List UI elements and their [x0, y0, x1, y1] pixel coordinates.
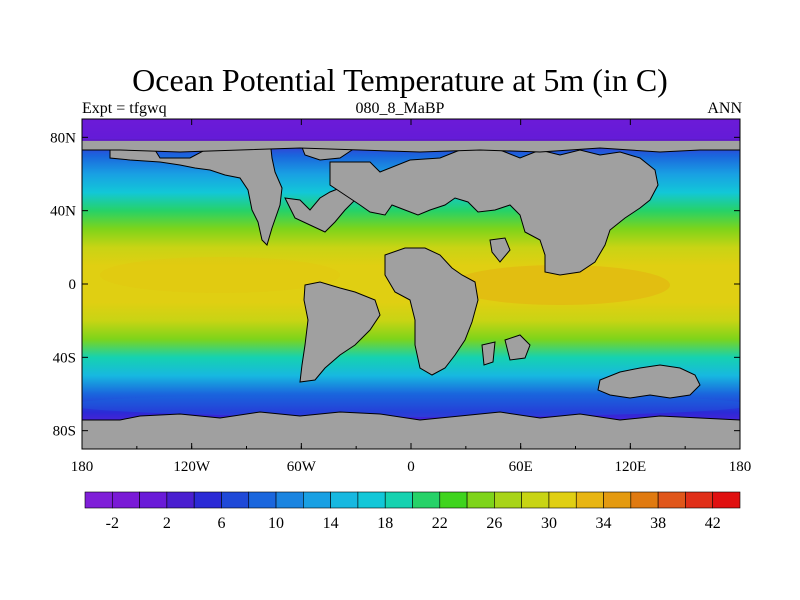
- x-tick-label: 60W: [287, 459, 317, 475]
- season-label: ANN: [707, 100, 742, 117]
- plot-area: [82, 119, 740, 449]
- colorbar-label: 10: [268, 515, 284, 532]
- land-masses: [82, 139, 740, 449]
- x-axis: 180 120W 60W 0 60E 120E 180: [71, 119, 752, 475]
- colorbar-swatch: [111, 491, 140, 509]
- colorbar-swatch: [384, 491, 413, 509]
- x-tick-label: 0: [407, 459, 415, 475]
- eastern-pacific-warm-pool: [100, 257, 340, 293]
- colorbar-swatch: [303, 491, 331, 509]
- experiment-label: Expt = tfgwq: [82, 100, 167, 117]
- x-tick-label: 60E: [509, 459, 533, 475]
- colorbar-swatch: [221, 491, 250, 509]
- colorbar-swatch: [357, 491, 386, 509]
- chart-title: Ocean Potential Temperature at 5m (in C): [132, 62, 668, 98]
- arctic-cold-band: [82, 119, 740, 141]
- y-tick-label: 40S: [53, 350, 76, 366]
- colorbar-swatch: [166, 491, 195, 509]
- colorbar-label: 42: [705, 515, 721, 532]
- x-tick-label: 120E: [614, 459, 646, 475]
- colorbar-label: 34: [596, 515, 612, 532]
- colorbar-swatch: [521, 491, 550, 509]
- y-tick-label: 80S: [53, 424, 76, 440]
- land-australia: [597, 364, 701, 399]
- colorbar-swatch: [439, 491, 468, 509]
- land-africa: [384, 247, 479, 376]
- colorbar-swatch: [139, 491, 168, 509]
- colorbar-label: 14: [323, 515, 339, 532]
- colorbar-swatch: [575, 491, 604, 509]
- colorbar-swatch: [330, 491, 359, 509]
- colorbar-label: 30: [541, 515, 557, 532]
- land-india: [489, 237, 511, 263]
- land-arctic-rim: [82, 139, 740, 153]
- x-tick-label: 120W: [173, 459, 211, 475]
- colorbar-swatch: [712, 491, 741, 509]
- colorbar-swatch: [630, 491, 659, 509]
- colorbar-swatch: [494, 491, 522, 509]
- southern-ocean-cold-band: [82, 393, 740, 417]
- colorbar-swatch: [603, 491, 632, 509]
- colorbar-swatch: [248, 491, 277, 509]
- land-southeast-asia: [504, 334, 531, 361]
- y-axis: 80N 40N 0 40S 80S: [50, 130, 740, 440]
- colorbar-label: 22: [432, 515, 448, 532]
- colorbar: -2 2 6 10 14 18 22 26 30 34 38 42: [84, 491, 741, 532]
- colorbar-swatch: [685, 491, 714, 509]
- run-label: 080_8_MaBP: [355, 100, 445, 117]
- y-tick-label: 40N: [50, 204, 76, 220]
- colorbar-label: 18: [377, 515, 393, 532]
- colorbar-swatch: [466, 491, 495, 509]
- colorbar-swatch: [412, 491, 441, 509]
- y-tick-label: 0: [69, 277, 77, 293]
- land-madagascar: [481, 341, 496, 366]
- colorbar-label: 6: [217, 515, 225, 532]
- colorbar-swatch: [193, 491, 222, 509]
- x-tick-label: 180: [71, 459, 94, 475]
- land-antarctica: [82, 411, 740, 449]
- x-tick-label: 180: [729, 459, 752, 475]
- colorbar-swatch: [275, 491, 304, 509]
- colorbar-label: -2: [106, 515, 119, 532]
- colorbar-label: 38: [650, 515, 666, 532]
- colorbar-swatch: [548, 491, 577, 509]
- indian-ocean-warm-pool: [450, 265, 670, 305]
- colorbar-swatch: [84, 491, 113, 509]
- land-south-america: [299, 281, 381, 383]
- colorbar-label: 26: [486, 515, 502, 532]
- colorbar-label: 2: [163, 515, 171, 532]
- y-tick-label: 80N: [50, 130, 76, 146]
- colorbar-swatch: [657, 491, 686, 509]
